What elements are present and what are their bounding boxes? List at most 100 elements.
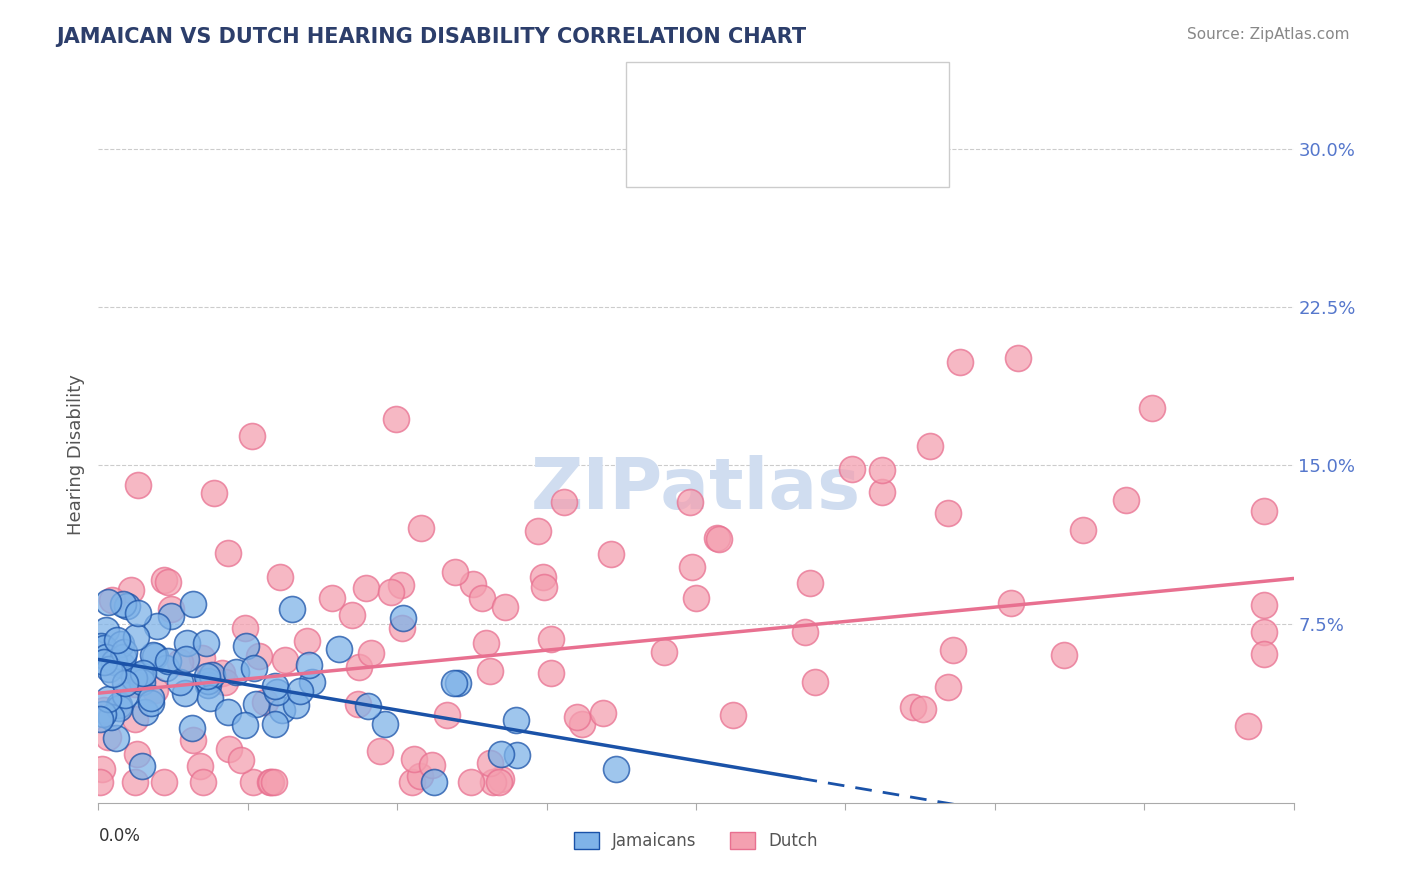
Point [401, 774, 423, 789]
Point [841, 462, 863, 476]
Point [94, 623, 117, 637]
Point [156, 654, 179, 668]
Point [1115, 493, 1137, 508]
Point [156, 575, 179, 590]
Point [242, 429, 264, 443]
Point [505, 714, 527, 728]
Point [274, 653, 297, 667]
Text: 108: 108 [841, 120, 876, 138]
Point [110, 637, 132, 651]
Text: JAMAICAN VS DUTCH HEARING DISABILITY CORRELATION CHART: JAMAICAN VS DUTCH HEARING DISABILITY COR… [56, 27, 807, 46]
Point [127, 606, 149, 620]
Point [479, 756, 502, 770]
Point [114, 645, 136, 659]
Point [97, 691, 120, 706]
Point [281, 602, 304, 616]
Point [131, 674, 153, 689]
Point [173, 686, 195, 700]
Point [380, 585, 402, 599]
Point [384, 411, 406, 425]
Point [198, 668, 221, 682]
Point [298, 658, 321, 673]
Point [141, 691, 163, 706]
Point [218, 742, 240, 756]
Point [301, 674, 323, 689]
Point [103, 655, 125, 669]
Point [494, 600, 516, 615]
Point [134, 705, 156, 719]
Point [245, 698, 267, 712]
Point [229, 753, 252, 767]
Point [122, 672, 145, 686]
Point [114, 676, 136, 690]
Point [269, 570, 291, 584]
Point [160, 602, 183, 616]
Point [263, 717, 285, 731]
Point [600, 547, 623, 561]
Point [101, 667, 124, 681]
Point [706, 531, 728, 545]
Point [132, 666, 155, 681]
Point [266, 685, 288, 699]
Point [479, 664, 502, 678]
Point [290, 684, 312, 698]
Point [1140, 401, 1163, 416]
Point [1007, 351, 1029, 365]
Point [443, 676, 465, 690]
Point [949, 355, 972, 369]
Point [461, 576, 484, 591]
Point [202, 485, 225, 500]
Point [392, 610, 415, 624]
Point [111, 597, 134, 611]
Point [491, 772, 513, 787]
Point [153, 574, 176, 588]
Point [571, 716, 593, 731]
Point [565, 710, 588, 724]
Text: ■: ■ [657, 118, 681, 141]
Point [349, 660, 371, 674]
Point [936, 680, 959, 694]
Point [942, 643, 965, 657]
Point [89, 712, 111, 726]
Point [474, 636, 496, 650]
Point [321, 591, 343, 606]
Point [271, 703, 294, 717]
Point [870, 463, 893, 477]
Point [540, 632, 562, 646]
Point [188, 758, 211, 772]
Text: -0.342: -0.342 [731, 85, 790, 103]
Point [200, 691, 222, 706]
Point [142, 648, 165, 662]
Point [217, 705, 239, 719]
Point [153, 774, 176, 789]
Point [160, 608, 183, 623]
Point [90, 639, 112, 653]
Point [481, 774, 503, 789]
Point [506, 747, 529, 762]
Point [105, 633, 128, 648]
Point [128, 667, 150, 681]
Point [107, 698, 129, 712]
Point [420, 758, 443, 772]
Point [1236, 719, 1258, 733]
Point [98, 662, 121, 676]
Point [354, 582, 377, 596]
Point [592, 706, 614, 721]
Point [1071, 524, 1094, 538]
Point [368, 744, 391, 758]
Text: Source: ZipAtlas.com: Source: ZipAtlas.com [1187, 27, 1350, 42]
Y-axis label: Hearing Disability: Hearing Disability [66, 375, 84, 535]
Point [141, 696, 163, 710]
Point [491, 747, 513, 762]
Point [527, 524, 550, 539]
Point [402, 752, 425, 766]
Point [422, 774, 444, 789]
Point [444, 566, 467, 580]
Text: ■: ■ [657, 82, 681, 105]
Point [1253, 599, 1275, 613]
Point [124, 774, 146, 789]
Point [936, 506, 959, 520]
Point [131, 759, 153, 773]
Point [652, 645, 675, 659]
Point [128, 671, 150, 685]
